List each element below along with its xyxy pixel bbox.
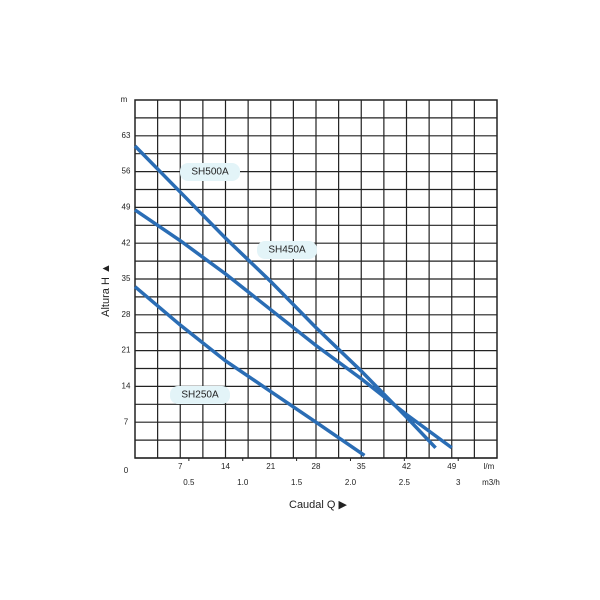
curve-label: SH250A (181, 390, 219, 401)
x2-tick-label: 2.0 (345, 478, 357, 487)
x2-tick-label: 2.5 (399, 478, 411, 487)
x-tick-label: 42 (402, 462, 411, 471)
x-tick-label: 21 (266, 462, 275, 471)
y-tick-label: 14 (122, 382, 131, 391)
x-tick-label: 49 (447, 462, 456, 471)
x-tick-label: 28 (312, 462, 321, 471)
x-tick-label: 7 (178, 462, 183, 471)
x2-tick-label: 0.5 (183, 478, 195, 487)
curve (133, 285, 366, 457)
x2-tick-label: 1.5 (291, 478, 303, 487)
y-tick-label: 63 (122, 131, 131, 140)
y-tick-label: 35 (122, 274, 131, 283)
plot-frame (134, 99, 498, 459)
y-tick-label: 21 (122, 346, 131, 355)
x2-unit: m3/h (482, 478, 500, 487)
x-axis-label: Caudal Q ▶ (289, 499, 348, 511)
y-unit: m (121, 95, 128, 104)
x2-tick-label: 3 (456, 478, 461, 487)
x-tick-label: 35 (357, 462, 366, 471)
y-tick-label: 56 (122, 167, 131, 176)
y-axis-label: Altura H ▲ (100, 263, 112, 317)
curve-label-box (180, 163, 240, 181)
curve (134, 208, 453, 450)
curve-label: SH500A (191, 167, 229, 178)
y-tick-label: 7 (124, 417, 129, 426)
curve-label-box (257, 241, 317, 259)
y-tick-label: 0 (124, 466, 129, 475)
y-tick-label: 28 (122, 310, 131, 319)
curve-label: SH450A (268, 245, 306, 256)
curve-label-box (170, 386, 230, 404)
x2-tick-label: 1.0 (237, 478, 249, 487)
x-tick-label: 14 (221, 462, 230, 471)
x-unit: l/m (484, 462, 495, 471)
y-tick-label: 49 (122, 203, 131, 212)
y-tick-label: 42 (122, 238, 131, 247)
